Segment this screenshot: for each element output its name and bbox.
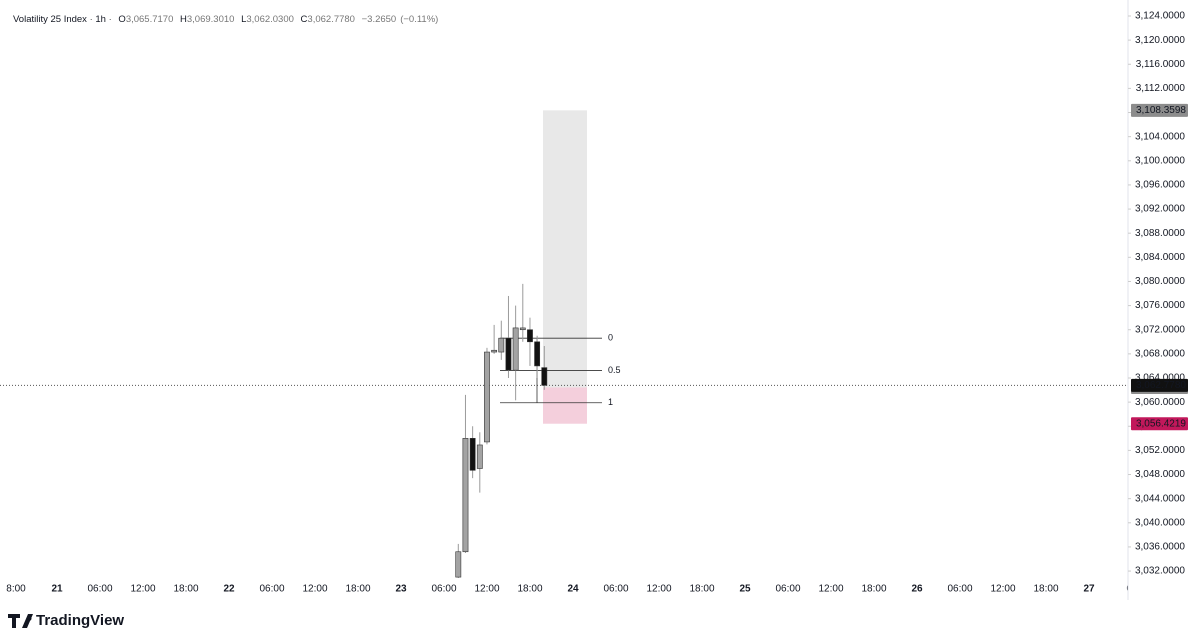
y-tick-label: 3,104.0000 xyxy=(1135,131,1185,142)
price-badge-label: 3,062.7780 xyxy=(1136,380,1186,391)
stop-zone xyxy=(543,387,587,424)
candle-body xyxy=(519,327,526,331)
y-tick-label: 3,032.0000 xyxy=(1135,566,1185,577)
x-tick-label: 06:00 xyxy=(87,584,112,595)
brand-name: TradingView xyxy=(36,612,124,629)
y-tick-label: 3,036.0000 xyxy=(1135,542,1185,553)
x-tick-label: 18:00 xyxy=(689,584,714,595)
header: Volatility 25 Index · 1h · O3,065.7170 H… xyxy=(13,14,438,25)
y-tick-label: 3,096.0000 xyxy=(1135,180,1185,191)
ohlc-key: L xyxy=(241,14,246,25)
x-tick-label: 23 xyxy=(395,584,407,595)
time-axis: 8:00 21 06:00 12:00 18:00 22 06:00 12:00 18:00 23… xyxy=(6,584,1138,595)
target-zone xyxy=(543,110,587,388)
x-tick-label: 06:00 xyxy=(259,584,284,595)
ohlc-value: 3,062.0300 xyxy=(246,14,294,25)
x-tick-label: 18:00 xyxy=(517,584,542,595)
y-tick-label: 3,100.0000 xyxy=(1135,155,1185,166)
y-tick-label: 3,048.0000 xyxy=(1135,469,1185,480)
y-tick-label: 3,080.0000 xyxy=(1135,276,1185,287)
x-tick-label: 12:00 xyxy=(130,584,155,595)
ohlc-key: O xyxy=(118,14,125,25)
y-tick-label: 3,092.0000 xyxy=(1135,204,1185,215)
separator: · xyxy=(87,14,95,25)
y-tick-label: 3,052.0000 xyxy=(1135,445,1185,456)
y-tick-label: 3,060.0000 xyxy=(1135,397,1185,408)
x-tick-label: 12:00 xyxy=(990,584,1015,595)
x-tick-label: 18:00 xyxy=(173,584,198,595)
ohlc-key: C xyxy=(301,14,308,25)
y-tick-label: 3,120.0000 xyxy=(1135,35,1185,46)
change-pct: (−0.11%) xyxy=(400,14,438,25)
candle-body xyxy=(469,438,476,471)
candle-body xyxy=(455,551,462,578)
fib-label: 0.5 xyxy=(608,365,621,375)
brand-logo: TradingView xyxy=(8,612,124,629)
candle-body xyxy=(541,367,548,386)
fib-label: 1 xyxy=(608,397,613,407)
x-tick-label: 12:00 xyxy=(818,584,843,595)
x-tick-label: 24 xyxy=(567,584,579,595)
y-tick-label: 3,068.0000 xyxy=(1135,348,1185,359)
y-tick-label: 3,112.0000 xyxy=(1136,83,1186,94)
candle-body xyxy=(527,329,533,343)
price-badge-label: 3,108.3598 xyxy=(1136,105,1186,116)
price-badge xyxy=(1131,417,1188,431)
y-tick-label: 3,064.0000 xyxy=(1135,373,1185,384)
price-badge xyxy=(1131,103,1188,117)
candle-body xyxy=(484,351,490,443)
price-badge xyxy=(1131,378,1188,392)
x-tick-label: 12:00 xyxy=(646,584,671,595)
ohlc-key: H xyxy=(180,14,187,25)
y-tick-label: 3,040.0000 xyxy=(1135,517,1185,528)
y-tick-label: 3,044.0000 xyxy=(1135,493,1185,504)
candle-body xyxy=(512,327,519,371)
x-tick-label: 06:00 xyxy=(947,584,972,595)
y-tick-label: 3,072.0000 xyxy=(1135,324,1185,335)
x-tick-label: 21 xyxy=(51,584,63,595)
logo-icon xyxy=(8,614,33,628)
x-tick-label: 25 xyxy=(739,584,751,595)
x-tick-label: 18:00 xyxy=(345,584,370,595)
candle-body xyxy=(491,349,498,353)
x-tick-label: 12:00 xyxy=(302,584,327,595)
x-tick-label: 06:00 xyxy=(431,584,456,595)
fib-label: 0 xyxy=(608,333,613,343)
x-tick-label: 18:00 xyxy=(1033,584,1058,595)
x-tick-label: 06 xyxy=(1126,584,1138,595)
x-tick-label: 06:00 xyxy=(603,584,628,595)
y-tick-label: 3,116.0000 xyxy=(1136,59,1186,70)
x-tick-label: 06:00 xyxy=(775,584,800,595)
change: −3.2650 xyxy=(362,14,397,25)
x-tick-label: 26 xyxy=(911,584,923,595)
y-tick-label: 3,084.0000 xyxy=(1135,252,1185,263)
symbol: Volatility 25 Index xyxy=(13,14,87,25)
x-tick-label: 27 xyxy=(1083,584,1095,595)
ohlc-value: 3,062.7780 xyxy=(307,14,355,25)
price-badge-label: 3,056.4219 xyxy=(1136,418,1186,429)
x-tick-label: 22 xyxy=(223,584,235,595)
candle-body xyxy=(476,444,483,469)
separator: · xyxy=(106,14,114,25)
plot-area: 00.51 xyxy=(0,110,1128,578)
y-tick-label: 3,124.0000 xyxy=(1135,11,1185,22)
y-tick-label: 3,088.0000 xyxy=(1135,228,1185,239)
price-axis: 3,124.0000 3,120.0000 3,116.0000 3,112.0000… xyxy=(1127,0,1188,600)
candle-body xyxy=(505,337,512,371)
interval: 1h xyxy=(95,14,106,25)
x-tick-label: 12:00 xyxy=(474,584,499,595)
candle-body xyxy=(462,438,469,553)
x-tick-label: 18:00 xyxy=(861,584,886,595)
candle-body xyxy=(534,341,541,367)
candle-body xyxy=(498,337,505,353)
x-tick-label: 8:00 xyxy=(6,584,26,595)
ohlc-value: 3,065.7170 xyxy=(126,14,174,25)
y-tick-label: 3,076.0000 xyxy=(1135,300,1185,311)
ohlc-value: 3,069.3010 xyxy=(187,14,235,25)
